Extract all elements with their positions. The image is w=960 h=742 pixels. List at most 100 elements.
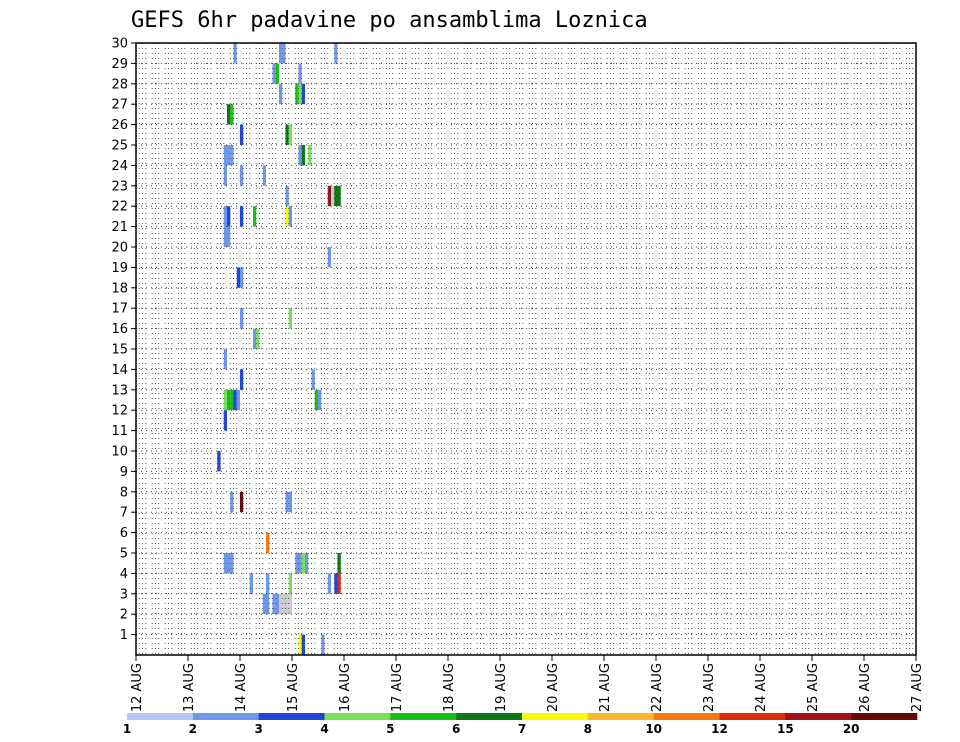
heatmap-cell [227, 206, 231, 227]
heatmap-cell [295, 83, 299, 105]
colorbar-swatch [653, 713, 720, 720]
colorbar-label: 12 [711, 722, 728, 736]
colorbar-label: 8 [584, 722, 592, 736]
y-tick-label: 1 [120, 628, 128, 643]
colorbar-label: 1 [123, 722, 131, 736]
heatmap-cell [282, 593, 286, 615]
x-tick-label: 27 AUG [910, 663, 925, 712]
y-tick-label: 21 [111, 220, 128, 235]
heatmap-cell [223, 206, 227, 227]
x-tick-label: 17 AUG [390, 663, 405, 712]
heatmap-cell [217, 451, 221, 472]
heatmap-cell [298, 83, 302, 105]
heatmap-cell [298, 63, 302, 84]
heatmap-cell [266, 573, 270, 594]
heatmap-cell [249, 573, 253, 594]
y-tick-label: 13 [111, 383, 128, 398]
heatmap-cell [301, 83, 305, 105]
x-tick-label: 18 AUG [442, 663, 457, 712]
heatmap-cell [327, 247, 331, 268]
colorbar-swatch [192, 713, 259, 720]
y-tick-label: 27 [111, 98, 128, 113]
y-tick-label: 6 [120, 526, 128, 541]
colorbar-label: 4 [320, 722, 328, 736]
y-tick-label: 7 [120, 506, 128, 521]
heatmap-cell [223, 553, 227, 574]
heatmap-cell [301, 634, 305, 655]
colorbar-swatch [258, 713, 325, 720]
heatmap-cell [240, 308, 244, 329]
heatmap-cell [275, 63, 279, 84]
y-tick-label: 3 [120, 587, 128, 602]
y-tick-label: 28 [111, 77, 128, 92]
y-tick-label: 20 [111, 241, 128, 256]
heatmap-cell [240, 491, 244, 513]
y-tick-label: 17 [111, 302, 128, 317]
heatmap-cell [285, 206, 289, 227]
heatmap-cell [230, 145, 234, 166]
colorbar: 1 2 3 4 5 6 7 8 10 12 15 20 [123, 713, 918, 736]
colorbar-label: 20 [843, 722, 860, 736]
heatmap-cell [288, 124, 292, 145]
heatmap-cell [314, 389, 318, 411]
heatmap-cell [337, 573, 341, 594]
y-tick-label: 8 [120, 485, 128, 500]
x-tick-label: 20 AUG [546, 663, 561, 712]
heatmap-cell [230, 491, 234, 513]
y-tick-label: 22 [111, 200, 128, 215]
heatmap-cell [223, 410, 227, 431]
heatmap-cell [337, 185, 341, 207]
heatmap-cell [240, 369, 244, 390]
x-tick-label: 24 AUG [754, 663, 769, 712]
heatmap-cell [288, 593, 292, 615]
heatmap-cell [240, 267, 244, 288]
heatmap-cell [223, 165, 227, 186]
heatmap-cell [240, 165, 244, 186]
heatmap-cell [288, 573, 292, 594]
heatmap-cell [223, 226, 227, 247]
colorbar-swatch [390, 713, 457, 720]
heatmap-cell [253, 206, 257, 227]
x-tick-label: 22 AUG [650, 663, 665, 712]
colorbar-label: 10 [645, 722, 662, 736]
heatmap-cell [334, 43, 338, 64]
colorbar-swatch [851, 713, 918, 720]
colorbar-label: 3 [254, 722, 262, 736]
heatmap-cell [288, 308, 292, 329]
y-tick-label: 4 [120, 567, 128, 582]
heatmap-cell [236, 389, 240, 411]
heatmap-cell [298, 634, 302, 655]
y-tick-label: 29 [111, 57, 128, 72]
x-tick-label: 19 AUG [494, 663, 509, 712]
heatmap-cell [262, 593, 266, 615]
heatmap-cell [285, 185, 289, 207]
heatmap-cell [282, 43, 286, 64]
heatmap-cell [253, 328, 257, 349]
y-tick-label: 2 [120, 608, 128, 623]
x-tick-label: 23 AUG [702, 663, 717, 712]
heatmap-cell [266, 532, 270, 553]
heatmap-cell [233, 389, 237, 411]
grid-lines [136, 43, 916, 655]
colorbar-label: 7 [518, 722, 526, 736]
y-tick-label: 18 [111, 281, 128, 296]
heatmap-cell [279, 83, 283, 105]
colorbar-label: 2 [189, 722, 197, 736]
y-tick-label: 24 [111, 159, 128, 174]
heatmap-cell [227, 226, 231, 247]
heatmap-cells [217, 43, 341, 655]
x-tick-label: 16 AUG [338, 663, 353, 712]
y-tick-label: 16 [111, 322, 128, 337]
heatmap-cell [337, 553, 341, 574]
x-axis: 12 AUG 13 AUG 14 AUG 15 AUG 16 AUG 17 AUG 18 A… [130, 655, 925, 712]
heatmap-cell [236, 267, 240, 288]
heatmap-cell [230, 553, 234, 574]
heatmap-cell [272, 593, 276, 615]
y-tick-label: 9 [120, 465, 128, 480]
heatmap-cell [223, 349, 227, 370]
heatmap-cell [227, 104, 231, 125]
y-tick-label: 25 [111, 139, 128, 154]
heatmap-cell [334, 185, 338, 207]
heatmap-cell [327, 573, 331, 594]
